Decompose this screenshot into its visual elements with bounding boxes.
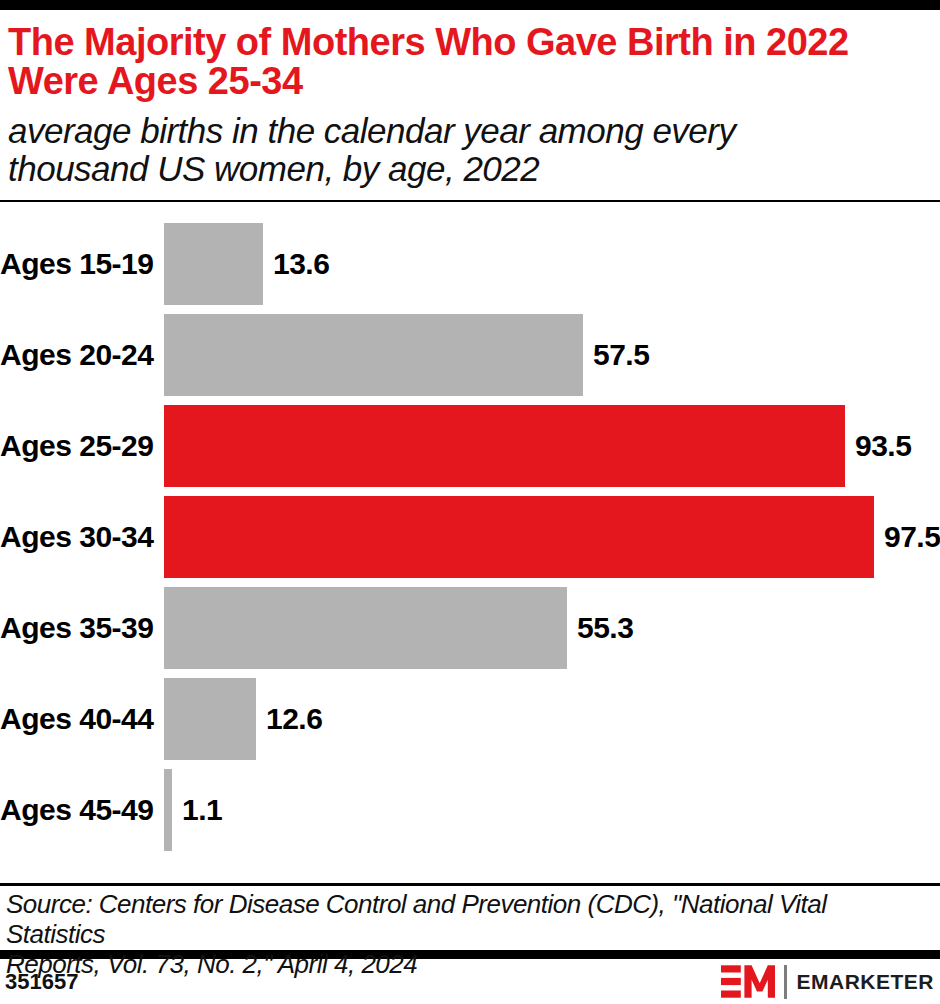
brand-divider (784, 965, 787, 999)
bar (164, 769, 172, 851)
bar-row: Ages 45-49 1.1 (0, 769, 940, 851)
chart-title-line-1: The Majority of Mothers Who Gave Birth i… (8, 23, 930, 62)
source-line-1: Source: Centers for Disease Control and … (6, 889, 930, 949)
value-label: 93.5 (855, 405, 911, 487)
value-label: 13.6 (273, 223, 329, 305)
bar-row: Ages 15-19 13.6 (0, 223, 940, 305)
bar-row: Ages 30-34 97.5 (0, 496, 940, 578)
category-label: Ages 20-24 (0, 314, 164, 396)
value-label: 57.5 (593, 314, 649, 396)
chart-title: The Majority of Mothers Who Gave Birth i… (8, 23, 930, 101)
chart-title-line-2: Were Ages 25-34 (8, 62, 930, 101)
bar (164, 405, 845, 487)
chart-subtitle-line-2: thousand US women, by age, 2022 (8, 150, 930, 188)
category-label: Ages 35-39 (0, 587, 164, 669)
top-black-bar (0, 0, 940, 10)
bar-row: Ages 40-44 12.6 (0, 678, 940, 760)
chart-subtitle-line-1: average births in the calendar year amon… (8, 112, 930, 150)
category-label: Ages 30-34 (0, 496, 164, 578)
emarketer-em-icon (721, 965, 775, 998)
chart-header: The Majority of Mothers Who Gave Birth i… (0, 10, 940, 200)
value-label: 1.1 (182, 769, 222, 851)
chart-subtitle: average births in the calendar year amon… (8, 112, 930, 188)
bar-row: Ages 20-24 57.5 (0, 314, 940, 396)
category-label: Ages 15-19 (0, 223, 164, 305)
category-label: Ages 25-29 (0, 405, 164, 487)
bar (164, 496, 874, 578)
chart-id: 351657 (5, 969, 78, 995)
value-label: 55.3 (577, 587, 633, 669)
bar-row: Ages 35-39 55.3 (0, 587, 940, 669)
value-label: 97.5 (884, 496, 940, 578)
bar (164, 223, 263, 305)
brand-name: EMARKETER (796, 970, 934, 994)
value-label: 12.6 (266, 678, 322, 760)
category-label: Ages 40-44 (0, 678, 164, 760)
source-note: Source: Centers for Disease Control and … (0, 886, 940, 950)
bar (164, 587, 567, 669)
bar-chart: Ages 15-19 13.6 Ages 20-24 57.5 Ages 25-… (0, 202, 940, 883)
bar (164, 678, 256, 760)
bar (164, 314, 583, 396)
bar-row: Ages 25-29 93.5 (0, 405, 940, 487)
brand-logo: EMARKETER (721, 965, 934, 999)
category-label: Ages 45-49 (0, 769, 164, 851)
